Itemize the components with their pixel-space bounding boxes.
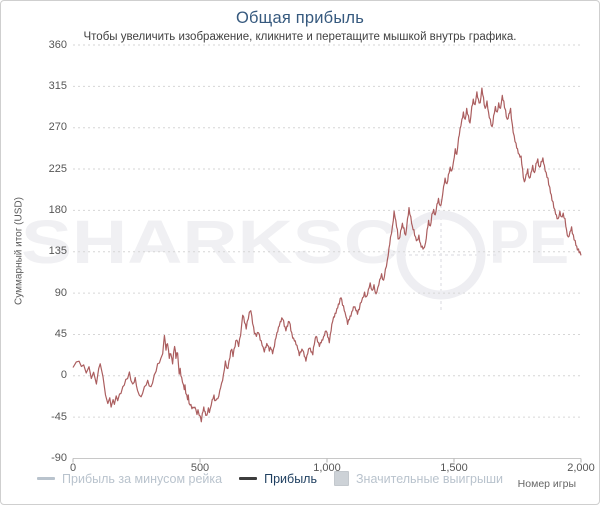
legend-item-inactive-0[interactable]: Прибыль за минусом рейка [37,472,222,486]
square-swatch-icon [333,471,349,486]
plot-area[interactable] [73,45,581,459]
svg-text:PE: PE [489,208,569,276]
line-swatch-icon [37,477,56,480]
y-tick-label: 90 [54,286,67,299]
y-tick-label: 135 [48,245,67,258]
y-tick-label: 270 [48,121,67,134]
legend-label: Прибыль за минусом рейка [62,471,223,486]
legend-item-active-1[interactable]: Прибыль [239,472,317,486]
chart-legend: Прибыль за минусом рейка Прибыль Значитель… [1,471,539,486]
x-tick-label: 1,000 [313,462,341,474]
x-axis-title: Номер игры [517,478,576,490]
chart-subtitle: Чтобы увеличить изображение, кликните и … [83,31,517,43]
x-tick-label: 1,500 [440,462,468,474]
legend-item-inactive-2[interactable]: Значительные выигрыши [333,471,503,486]
chart-title: Общая прибыль [235,9,365,27]
y-tick-label: 180 [48,203,67,216]
line-swatch-icon [239,477,258,480]
y-tick-label: 0 [60,369,67,382]
y-tick-label: 45 [54,327,67,340]
profit-line [72,87,582,423]
x-tick-label: 0 [69,462,77,474]
y-tick-label: -90 [51,452,67,464]
scope-ring-icon [396,210,486,300]
x-tick-label: 500 [190,462,210,474]
legend-label: Прибыль [264,471,317,486]
svg-text:SHARKSC: SHARKSC [21,208,399,276]
y-tick-label: 315 [48,79,67,92]
x-tick-label: 2,000 [567,462,595,474]
legend-label: Значительные выигрыши [355,471,503,486]
y-tick-label: 225 [48,162,67,175]
y-tick-label: -45 [51,410,67,423]
y-tick-label: 360 [48,38,67,51]
watermark: SHARKSC PE [21,199,569,311]
